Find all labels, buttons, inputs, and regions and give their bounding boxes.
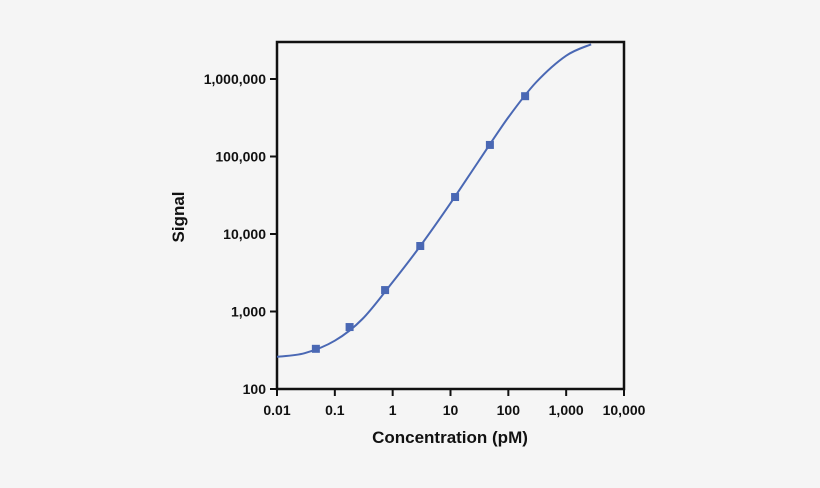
fit-curve bbox=[276, 43, 592, 358]
data-point bbox=[416, 242, 425, 251]
y-axis-ticks: 100 1,000 10,000 100,000 1,000,000 bbox=[204, 71, 277, 397]
y-tick-label: 1,000,000 bbox=[204, 71, 266, 87]
data-point bbox=[485, 140, 494, 149]
y-tick-label: 1,000 bbox=[231, 304, 266, 320]
x-tick-label: 100 bbox=[497, 402, 521, 418]
x-tick-label: 10 bbox=[443, 402, 459, 418]
y-tick-label: 100,000 bbox=[215, 149, 266, 165]
x-tick-label: 10,000 bbox=[603, 402, 646, 418]
y-axis-title: Signal bbox=[169, 191, 188, 242]
data-point bbox=[311, 344, 320, 353]
x-tick-label: 1,000 bbox=[549, 402, 584, 418]
x-axis-ticks: 0.01 0.1 1 10 100 1,000 10,000 bbox=[263, 389, 646, 418]
data-point bbox=[451, 193, 460, 202]
x-axis-title: Concentration (pM) bbox=[372, 428, 528, 447]
plot-frame bbox=[275, 40, 626, 391]
y-tick-label: 100 bbox=[243, 381, 267, 397]
y-tick-label: 10,000 bbox=[223, 226, 266, 242]
data-point bbox=[521, 92, 530, 101]
x-tick-label: 0.01 bbox=[263, 402, 290, 418]
x-tick-label: 0.1 bbox=[325, 402, 345, 418]
data-point bbox=[381, 286, 390, 295]
x-tick-label: 1 bbox=[389, 402, 397, 418]
data-point bbox=[345, 323, 354, 332]
data-points bbox=[311, 92, 530, 353]
